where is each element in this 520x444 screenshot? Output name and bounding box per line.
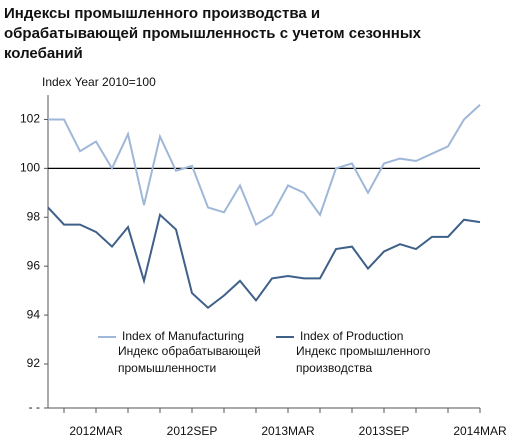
y-tick-label: 98 bbox=[27, 209, 41, 223]
y-tick-label: 92 bbox=[27, 356, 41, 370]
x-tick-label: 2013SEP bbox=[359, 424, 410, 438]
legend-label-ru: Индекс обрабатывающей bbox=[118, 344, 261, 358]
y-tick-label: 96 bbox=[27, 258, 41, 272]
legend-label-ru: производства bbox=[296, 361, 372, 375]
legend-label: Index of Manufacturing bbox=[122, 329, 244, 343]
x-tick-label: 2012SEP bbox=[167, 424, 218, 438]
legend-label-ru: Индекс промышленного bbox=[296, 344, 431, 358]
x-tick-label: 2012MAR bbox=[69, 424, 123, 438]
series-line bbox=[47, 206, 481, 310]
legend-label: Index of Production bbox=[300, 329, 403, 343]
y-tick-label: - - bbox=[29, 400, 40, 414]
chart-title: Индексы промышленного производства и bbox=[4, 5, 320, 22]
x-tick-label: 2014MAR bbox=[453, 424, 507, 438]
y-tick-label: 94 bbox=[27, 307, 41, 321]
y-tick-label: 100 bbox=[20, 161, 40, 175]
chart-title: обрабатывающей промышленность с учетом с… bbox=[4, 25, 422, 42]
chart-title: колебаний bbox=[4, 45, 83, 62]
chart-subtitle: Index Year 2010=100 bbox=[42, 75, 156, 89]
series-line bbox=[48, 104, 481, 227]
legend-label-ru: промышленности bbox=[118, 361, 216, 375]
x-tick-label: 2013MAR bbox=[261, 424, 315, 438]
y-tick-label: 102 bbox=[20, 112, 40, 126]
